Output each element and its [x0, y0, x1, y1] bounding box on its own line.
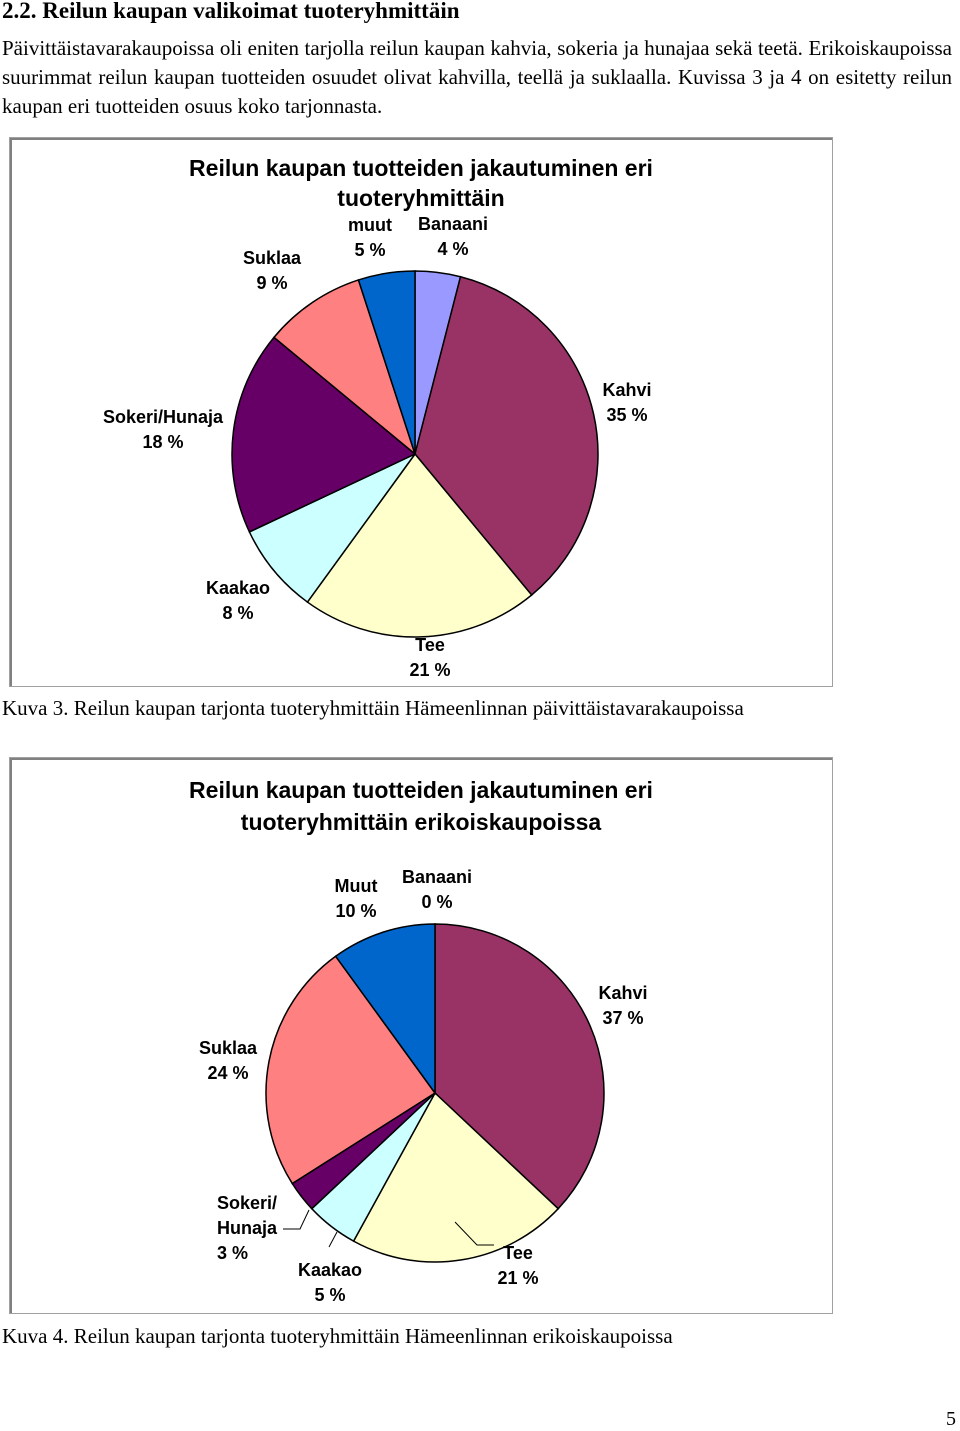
intro-paragraph: Päivittäistavarakaupoissa oli eniten tar… — [2, 36, 952, 118]
chart-2-value-banaani: 0 % — [421, 892, 452, 912]
chart-1-label-tee: Tee — [415, 635, 445, 655]
pie-chart-1: Reilun kaupan tuotteiden jakautuminen er… — [103, 155, 653, 680]
chart-1-slice-sokeri-hunaja — [231, 336, 417, 533]
chart-2-title-line-2: tuoteryhmittäin erikoiskaupoissa — [241, 809, 602, 835]
chart-2-label-banaani: Banaani — [402, 867, 472, 887]
chart-2-value-kaakao: 5 % — [314, 1285, 345, 1305]
chart-2-value-suklaa: 24 % — [207, 1063, 248, 1083]
chart-1-slice-kahvi — [414, 275, 599, 597]
chart-1-label-muut: muut — [348, 215, 392, 235]
chart-2-title-line-1: Reilun kaupan tuotteiden jakautuminen er… — [189, 777, 653, 803]
chart-1-value-kahvi: 35 % — [606, 405, 647, 425]
figure-1: Reilun kaupan tuotteiden jakautuminen er… — [9, 137, 833, 689]
chart-1-title-line-1: Reilun kaupan tuotteiden jakautuminen er… — [189, 155, 653, 181]
chart-2-slice-kahvi — [434, 923, 605, 1210]
chart-1-value-suklaa: 9 % — [256, 273, 287, 293]
chart-2-slice-tee — [352, 1091, 560, 1263]
chart-1-value-muut: 5 % — [354, 240, 385, 260]
chart-2-slice-suklaa — [265, 955, 437, 1185]
chart-1-slice-kaakao — [248, 453, 416, 604]
chart-2-label-kahvi: Kahvi — [598, 983, 647, 1003]
section-heading: 2.2. Reilun kaupan valikoimat tuoteryhmi… — [2, 0, 460, 23]
figure-1-caption: Kuva 3. Reilun kaupan tarjonta tuoteryhm… — [2, 696, 744, 720]
chart-1-value-sokeri-hunaja: 18 % — [142, 432, 183, 452]
chart-2-slice-muut — [334, 923, 436, 1096]
chart-2-label-tee: Tee — [503, 1243, 533, 1263]
chart-2-leader-sokeri-hunaja — [283, 1209, 310, 1230]
chart-2-label-sokeri-hunaja-2: Hunaja — [217, 1218, 278, 1238]
chart-1-slice-tee — [306, 452, 533, 638]
chart-1-label-sokeri-hunaja: Sokeri/Hunaja — [103, 407, 224, 427]
chart-1-slice-suklaa — [272, 279, 417, 457]
page-number: 5 — [946, 1408, 956, 1430]
chart-2-value-tee: 21 % — [497, 1268, 538, 1288]
chart-2-value-sokeri-hunaja: 3 % — [217, 1243, 248, 1263]
chart-2-leader-kaakao — [328, 1231, 338, 1248]
chart-2-label-muut: Muut — [335, 876, 378, 896]
chart-2-value-muut: 10 % — [335, 901, 376, 921]
chart-1-slice-muut — [357, 270, 416, 455]
chart-1-value-banaani: 4 % — [437, 239, 468, 259]
chart-2-leader-tee — [454, 1221, 494, 1246]
figure-2: Reilun kaupan tuotteiden jakautuminen er… — [9, 757, 833, 1315]
pie-chart-2: Reilun kaupan tuotteiden jakautuminen er… — [189, 777, 653, 1305]
figure-2-caption: Kuva 4. Reilun kaupan tarjonta tuoteryhm… — [2, 1324, 673, 1348]
chart-2-label-sokeri-hunaja-1: Sokeri/ — [217, 1193, 277, 1213]
chart-1-value-kaakao: 8 % — [222, 603, 253, 623]
chart-2-label-kaakao: Kaakao — [298, 1260, 362, 1280]
chart-1-label-banaani: Banaani — [418, 214, 488, 234]
chart-1-label-suklaa: Suklaa — [243, 248, 302, 268]
chart-2-value-kahvi: 37 % — [602, 1008, 643, 1028]
chart-1-label-kahvi: Kahvi — [602, 380, 651, 400]
chart-2-label-suklaa: Suklaa — [199, 1038, 258, 1058]
chart-1-value-tee: 21 % — [409, 660, 450, 680]
chart-1-title-line-2: tuoteryhmittäin — [337, 185, 504, 211]
chart-1-label-kaakao: Kaakao — [206, 578, 270, 598]
